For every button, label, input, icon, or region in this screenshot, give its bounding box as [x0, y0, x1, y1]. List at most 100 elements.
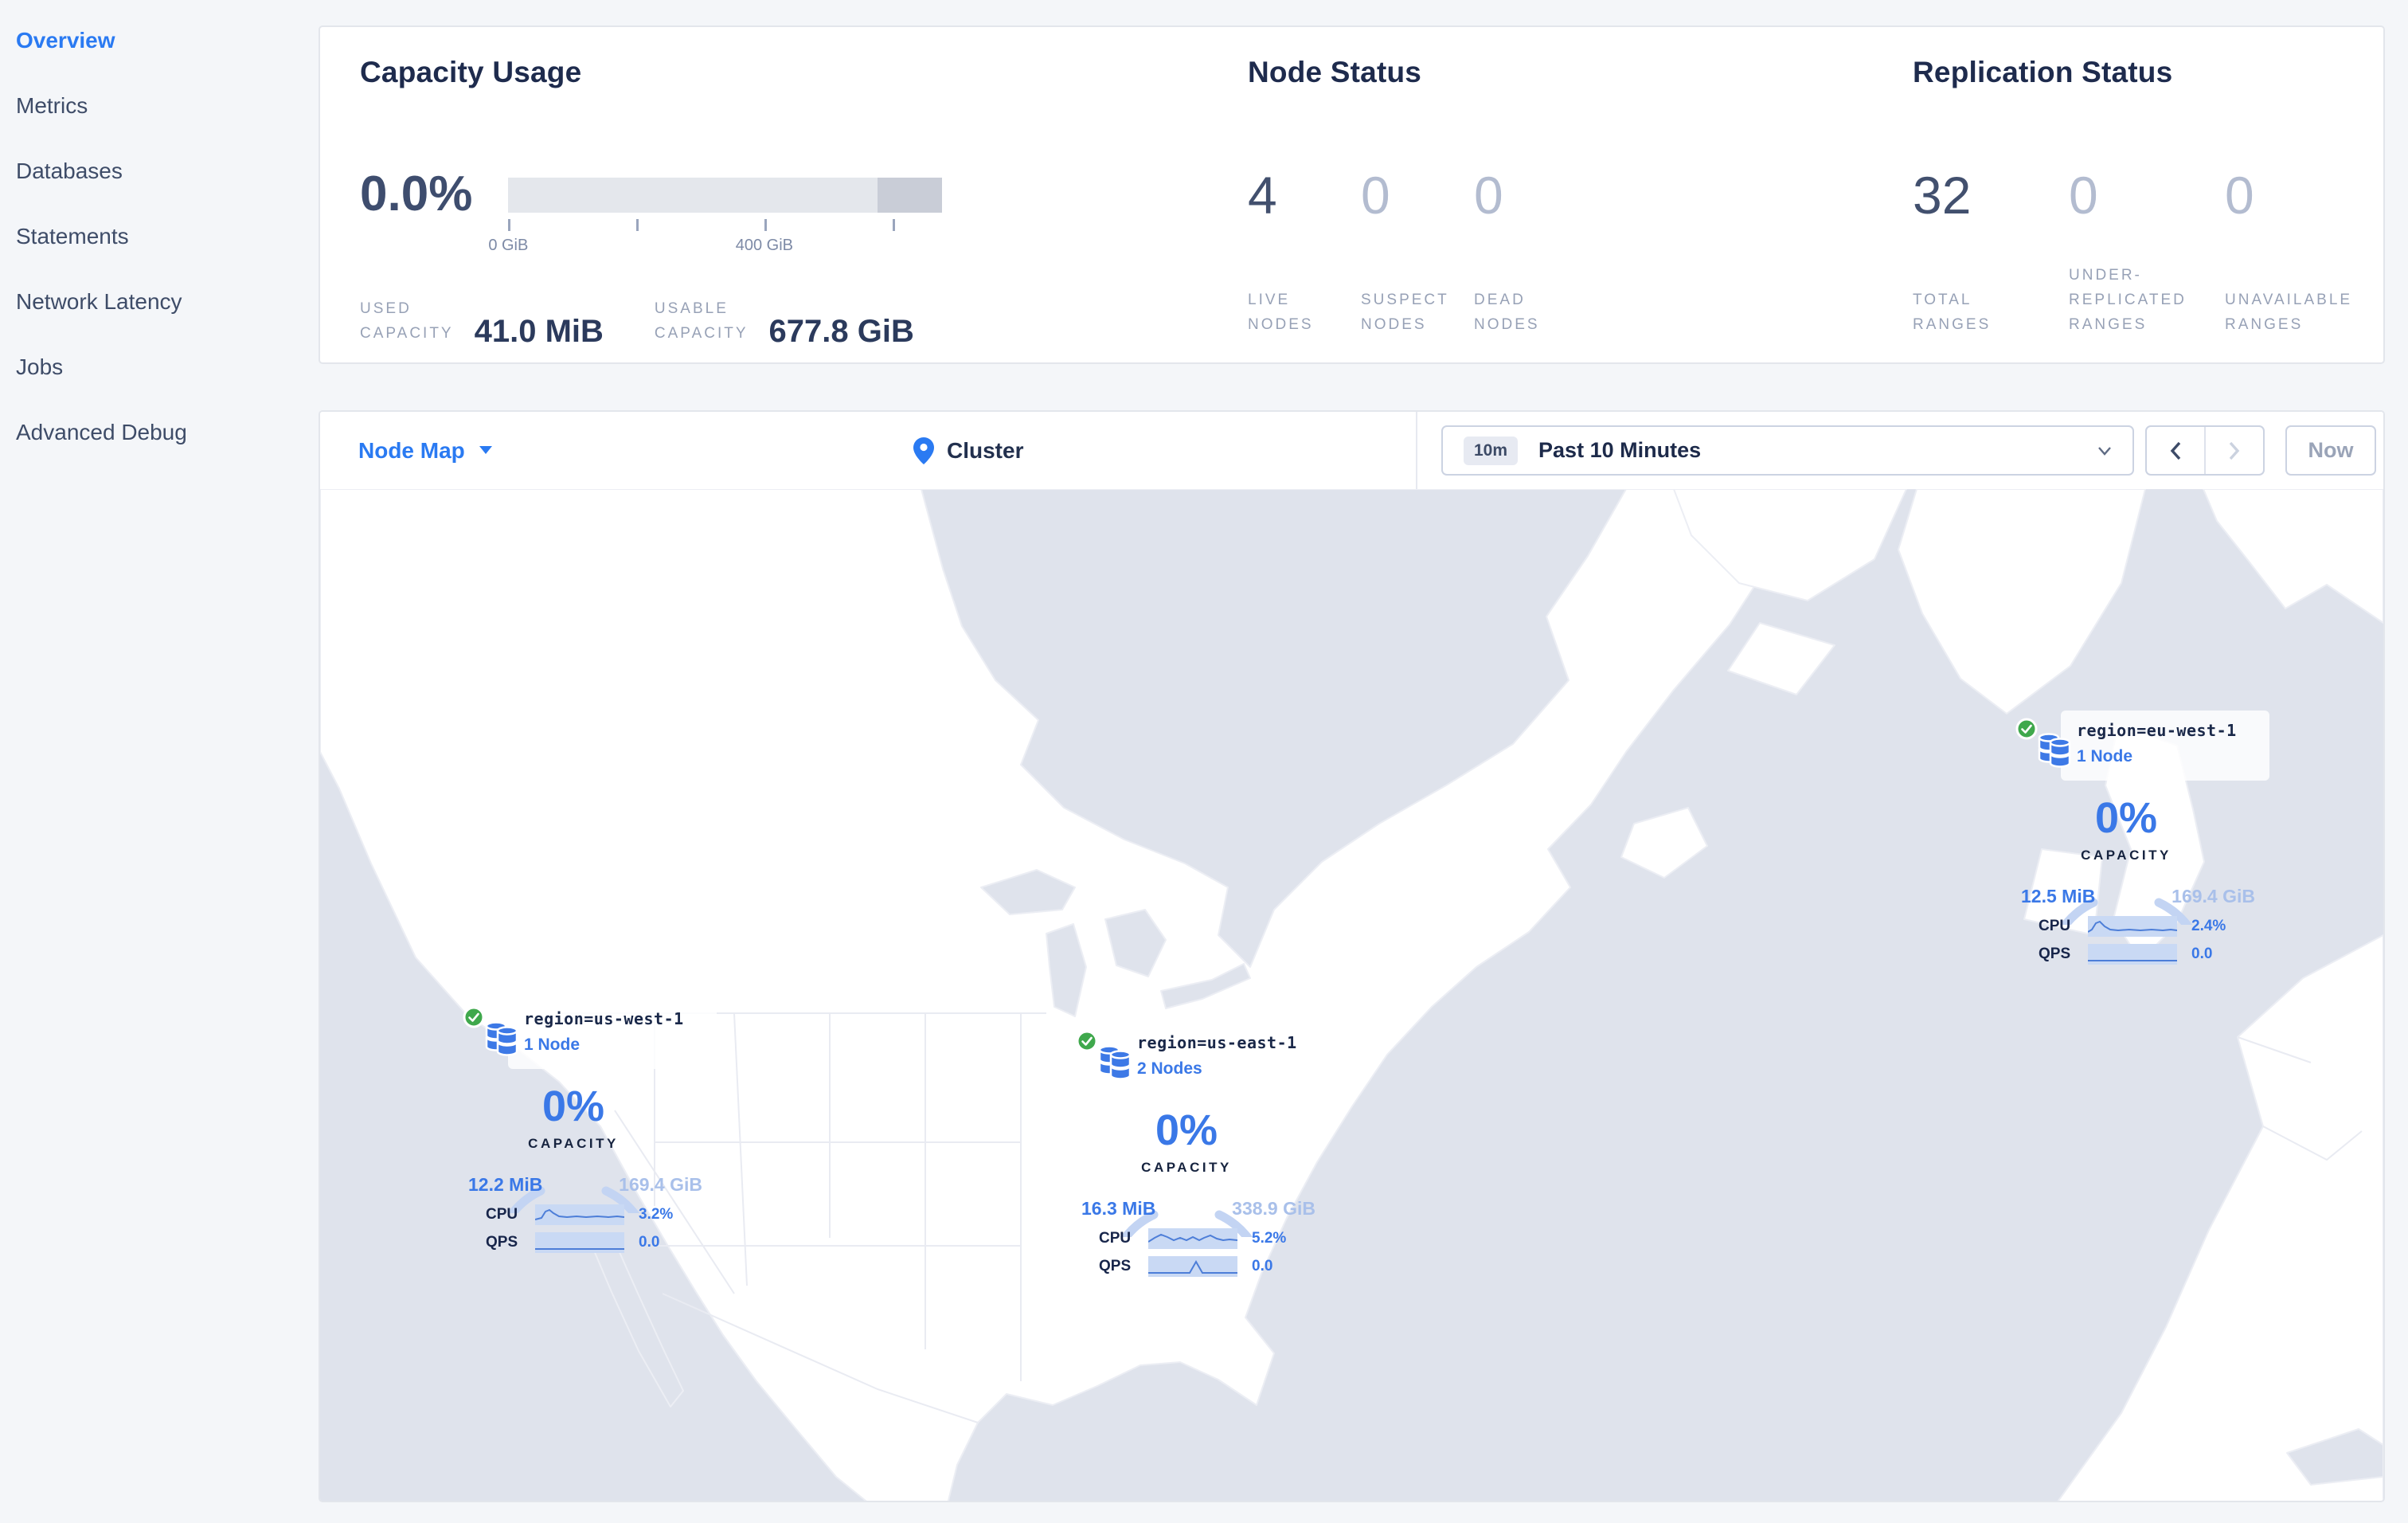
qps-label: QPS	[486, 1234, 518, 1251]
qps-sparkline	[535, 1232, 624, 1253]
region-total-capacity: 169.4 GiB	[619, 1174, 702, 1195]
qps-value: 0.0	[639, 1234, 660, 1251]
region-node-count-link[interactable]: 1 Node	[2077, 747, 2133, 765]
cpu-label: CPU	[486, 1206, 518, 1223]
time-range-arrows	[2145, 425, 2265, 476]
unavailable-ranges-count: 0	[2225, 166, 2254, 225]
sidebar-item-jobs[interactable]: Jobs	[16, 354, 64, 379]
sidebar-item-metrics[interactable]: Metrics	[16, 93, 88, 118]
region-node-count-link[interactable]: 1 Node	[524, 1036, 580, 1054]
unavailable-ranges-label-line2: RANGES	[2225, 316, 2304, 333]
time-range-label: Past 10 Minutes	[1538, 438, 1702, 462]
region-total-capacity: 338.9 GiB	[1232, 1198, 1315, 1219]
time-range-badge: 10m	[1464, 436, 1519, 465]
sidebar-item-advanced-debug[interactable]: Advanced Debug	[16, 420, 187, 444]
node-status-title: Node Status	[1248, 56, 1422, 88]
breadcrumb: Cluster	[913, 412, 1023, 489]
cpu-label: CPU	[2039, 918, 2071, 934]
replication-status-title: Replication Status	[1913, 56, 2173, 88]
total-ranges-stat: 32 TOTAL RANGES	[1913, 164, 2069, 337]
dead-nodes-label-line1: DEAD	[1474, 292, 1526, 308]
live-nodes-count: 4	[1248, 166, 1277, 225]
node-status-section: Node Status 4 LIVE NODES 0 SUSPECT NODES…	[1248, 27, 1885, 362]
sidebar-item-statements[interactable]: Statements	[16, 224, 129, 249]
map-pin-icon	[913, 437, 934, 464]
capacity-usage-title: Capacity Usage	[360, 56, 582, 88]
region-node-count-link[interactable]: 2 Nodes	[1137, 1059, 1202, 1078]
time-forward-button[interactable]	[2204, 427, 2263, 474]
region-capacity-label: CAPACITY	[528, 1136, 619, 1151]
capacity-tick-0gib: 0 GiB	[488, 237, 529, 254]
region-capacity-label: CAPACITY	[2081, 848, 2172, 863]
qps-label: QPS	[2039, 946, 2071, 962]
region-marker-us-east-1[interactable]: region=us-east-1 2 Nodes 0% CAPACITY 16.…	[1076, 1023, 1330, 1287]
sidebar-item-overview[interactable]: Overview	[16, 28, 115, 53]
cpu-value: 2.4%	[2191, 918, 2226, 934]
sidebar-item-databases[interactable]: Databases	[16, 159, 123, 183]
qps-label: QPS	[1099, 1258, 1132, 1274]
dead-nodes-label-line2: NODES	[1474, 316, 1540, 333]
suspect-nodes-count: 0	[1361, 166, 1390, 225]
sidebar-item-network-latency[interactable]: Network Latency	[16, 289, 182, 314]
view-mode-dropdown[interactable]: Node Map	[358, 412, 492, 489]
live-nodes-stat: 4 LIVE NODES	[1248, 164, 1361, 337]
usable-capacity-label-line2: CAPACITY	[654, 325, 749, 342]
healthy-check-icon	[1076, 1030, 1098, 1052]
under-replicated-label-line1: UNDER-	[2069, 267, 2142, 284]
capacity-usage-section: Capacity Usage 0.0% 0 GiB 400 GiB USED C…	[360, 27, 1244, 362]
time-range-select[interactable]: 10m Past 10 Minutes	[1441, 425, 2134, 476]
region-label-card	[508, 999, 717, 1069]
total-ranges-label-line1: TOTAL	[1913, 292, 1972, 308]
capacity-tick-400gib: 400 GiB	[735, 237, 794, 254]
time-back-button[interactable]	[2147, 427, 2204, 474]
region-marker-eu-west-1[interactable]: region=eu-west-1 1 Node 0% CAPACITY 12.5…	[2015, 711, 2269, 975]
under-replicated-label-line2: REPLICATED	[2069, 292, 2187, 308]
under-replicated-count: 0	[2069, 166, 2098, 225]
total-ranges-count: 32	[1913, 166, 1972, 225]
toolbar-divider	[1416, 412, 1417, 489]
used-capacity-label-line2: CAPACITY	[360, 325, 454, 342]
now-button[interactable]: Now	[2285, 425, 2376, 476]
usable-capacity-value: 677.8 GiB	[768, 314, 914, 349]
region-used-capacity: 12.2 MiB	[468, 1174, 543, 1195]
used-capacity-label-line1: USED	[360, 300, 412, 317]
breadcrumb-cluster[interactable]: Cluster	[947, 437, 1024, 463]
suspect-nodes-label-line1: SUSPECT	[1361, 292, 1449, 308]
cpu-sparkline	[1148, 1228, 1237, 1249]
cluster-summary-panel: Capacity Usage 0.0% 0 GiB 400 GiB USED C…	[319, 25, 2385, 364]
total-ranges-label-line2: RANGES	[1913, 316, 1992, 333]
chevron-right-icon	[2229, 441, 2240, 460]
node-map[interactable]: region=us-west-1 1 Node 0% CAPACITY 12.2…	[320, 489, 2383, 1501]
qps-sparkline	[1148, 1256, 1237, 1277]
dead-nodes-count: 0	[1474, 166, 1503, 225]
capacity-bar: 0 GiB 400 GiB	[488, 166, 943, 257]
usable-capacity-label-line1: USABLE	[654, 300, 729, 317]
cpu-sparkline	[2088, 916, 2177, 937]
used-capacity-stat: USED CAPACITY 41.0 MiB	[360, 296, 604, 349]
region-capacity-percent: 0%	[2094, 794, 2158, 842]
caret-down-icon	[479, 446, 492, 454]
sidebar: Overview Metrics Databases Statements Ne…	[0, 0, 319, 1523]
healthy-check-icon	[2015, 718, 2038, 740]
usable-capacity-stat: USABLE CAPACITY 677.8 GiB	[654, 296, 914, 349]
world-map	[320, 489, 2383, 1501]
database-stack-icon	[1098, 1045, 1132, 1080]
region-marker-us-west-1[interactable]: region=us-west-1 1 Node 0% CAPACITY 12.2…	[463, 999, 717, 1263]
node-map-panel: Node Map Cluster 10m Past 10 Minutes Now	[319, 410, 2385, 1502]
region-label-card	[2061, 711, 2269, 781]
qps-value: 0.0	[1252, 1258, 1273, 1274]
map-toolbar: Node Map Cluster 10m Past 10 Minutes Now	[320, 412, 2383, 489]
suspect-nodes-stat: 0 SUSPECT NODES	[1361, 164, 1474, 337]
cpu-value: 3.2%	[639, 1206, 674, 1223]
cpu-value: 5.2%	[1252, 1230, 1287, 1247]
region-label-card	[1121, 1023, 1330, 1093]
replication-status-section: Replication Status 32 TOTAL RANGES 0 UND…	[1913, 27, 2375, 362]
capacity-bar-reserved-segment	[877, 178, 943, 213]
region-capacity-percent: 0%	[1155, 1106, 1218, 1154]
database-stack-icon	[2038, 733, 2071, 768]
under-replicated-ranges-stat: 0 UNDER- REPLICATED RANGES	[2069, 164, 2225, 337]
unavailable-ranges-stat: 0 UNAVAILABLE RANGES	[2225, 164, 2381, 337]
cpu-sparkline	[535, 1204, 624, 1225]
database-stack-icon	[485, 1021, 518, 1056]
healthy-check-icon	[463, 1006, 485, 1028]
